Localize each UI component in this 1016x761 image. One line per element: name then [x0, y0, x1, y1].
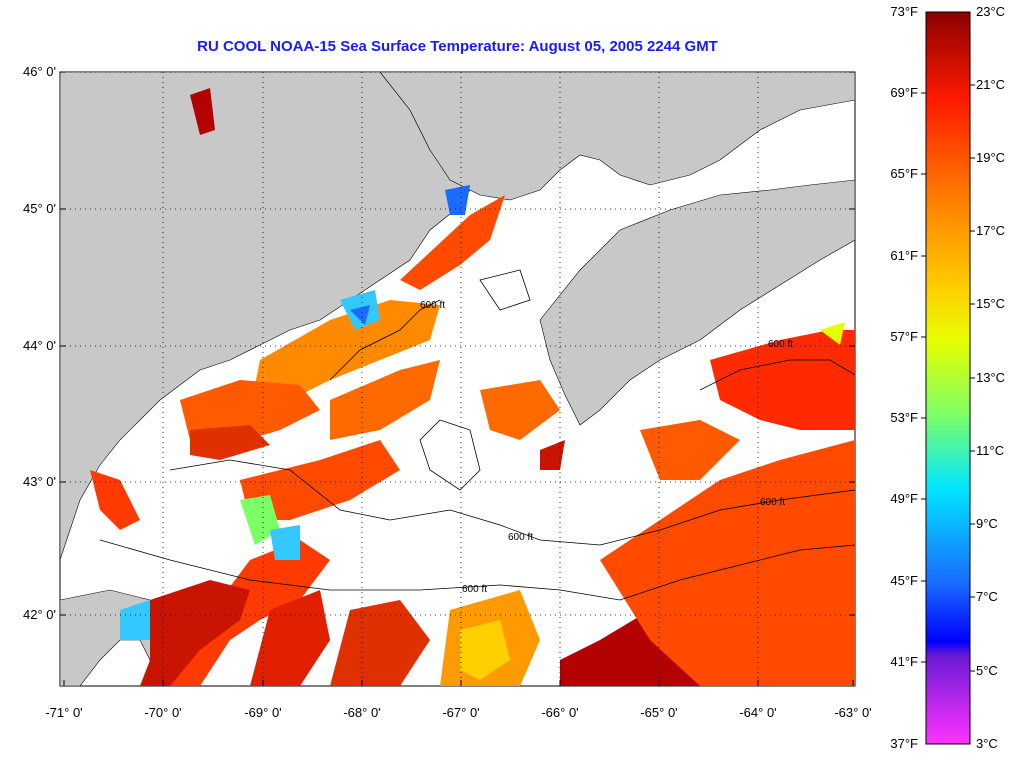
colorbar-c-label: 15°C	[976, 296, 1006, 311]
colorbar-c-label: 23°C	[976, 4, 1006, 19]
lon-label: -69° 0'	[244, 705, 282, 720]
lon-label: -70° 0'	[144, 705, 182, 720]
colorbar-f-label: 37°F	[890, 736, 918, 751]
lon-label: -65° 0'	[640, 705, 678, 720]
colorbar	[925, 11, 971, 745]
lat-label: 44° 0'	[23, 338, 56, 353]
colorbar-c-label: 9°C	[976, 516, 998, 531]
lon-label: -68° 0'	[343, 705, 381, 720]
colorbar-f-label: 69°F	[890, 85, 918, 100]
contour-label: 600 ft	[760, 497, 785, 508]
colorbar-ticks	[921, 84, 975, 672]
colorbar-f-label: 41°F	[890, 654, 918, 669]
colorbar-c-label: 7°C	[976, 589, 998, 604]
lon-label: -63° 0'	[834, 705, 872, 720]
depth-contours	[99, 269, 855, 601]
colorbar-c-label: 21°C	[976, 77, 1006, 92]
map-title: RU COOL NOAA-15 Sea Surface Temperature:…	[197, 38, 718, 55]
colorbar-c-label: 3°C	[976, 736, 998, 751]
colorbar-c-label: 17°C	[976, 223, 1006, 238]
colorbar-f-label: 73°F	[890, 4, 918, 19]
land-new-brunswick	[379, 72, 855, 201]
lat-label: 45° 0'	[23, 201, 56, 216]
colorbar-f-label: 53°F	[890, 410, 918, 425]
contour-label: 600 ft	[768, 339, 793, 350]
colorbar-f-label: 61°F	[890, 248, 918, 263]
lat-label: 43° 0'	[23, 474, 56, 489]
contour-label: 600 ft	[508, 532, 533, 543]
axis-ticks	[60, 71, 855, 686]
colorbar-c-label: 19°C	[976, 150, 1006, 165]
lon-label: -64° 0'	[739, 705, 777, 720]
colorbar-f-label: 49°F	[890, 491, 918, 506]
colorbar-c-label: 11°C	[976, 443, 1005, 458]
lon-label: -71° 0'	[45, 705, 83, 720]
sst-patches	[90, 88, 855, 686]
colorbar-f-label: 57°F	[890, 329, 918, 344]
colorbar-f-label: 45°F	[890, 573, 918, 588]
lon-label: -66° 0'	[541, 705, 579, 720]
colorbar-c-label: 13°C	[976, 370, 1006, 385]
contour-label: 600 ft	[462, 584, 487, 595]
colorbar-c-label: 5°C	[976, 663, 998, 678]
lat-label: 46° 0'	[23, 64, 56, 79]
land-nova-scotia	[539, 179, 855, 426]
colorbar-f-label: 65°F	[890, 166, 918, 181]
contour-label: 600 ft	[420, 300, 445, 311]
lon-label: -67° 0'	[442, 705, 480, 720]
lat-label: 42° 0'	[23, 607, 56, 622]
